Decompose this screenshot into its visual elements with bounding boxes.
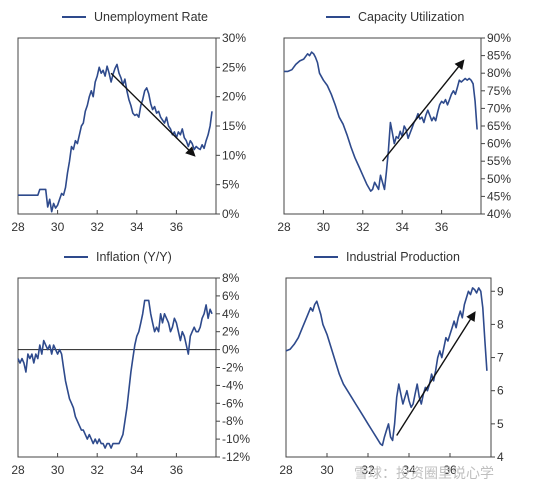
y-tick-label: 65% (487, 119, 511, 133)
series-line (285, 287, 488, 447)
x-tick-label: 28 (277, 220, 291, 234)
y-tick-label: -10% (222, 432, 250, 446)
plot-frame (17, 277, 217, 458)
trend-arrow (396, 311, 476, 436)
y-tick-label: 7 (497, 351, 504, 365)
x-tick-label: 30 (317, 220, 331, 234)
series-line (18, 63, 213, 213)
x-tick-label: 32 (91, 463, 105, 477)
legend-label: Unemployment Rate (94, 10, 208, 24)
x-tick-label: 34 (130, 463, 144, 477)
y-tick-label: 4% (222, 307, 240, 321)
y-tick-label: 8% (222, 271, 240, 285)
y-tick-label: 15% (222, 119, 246, 133)
plot-frame (285, 277, 492, 458)
chart-2: 28 30 32 34 36 40% 45% 50% 55% 60% 65% 70% 75% 80% 85%… (277, 10, 511, 234)
y-tick-label: 2% (222, 325, 240, 339)
x-tick-label: 36 (435, 220, 449, 234)
y-tick-label: 50% (487, 172, 511, 186)
y-tick-label: -6% (222, 396, 244, 410)
y-tick-label: 60% (487, 137, 511, 151)
y-tick-label: 55% (487, 154, 511, 168)
y-tick-label: 45% (487, 189, 511, 203)
x-tick-label: 36 (170, 463, 184, 477)
y-tick-label: 8 (497, 317, 504, 331)
x-tick-label: 32 (91, 220, 105, 234)
y-tick-label: 10% (222, 148, 246, 162)
x-tick-label: 30 (320, 463, 334, 477)
chart-1: 28 30 32 34 36 0% 5% 10% 15% 20% 25% 30% Unemploymen… (11, 10, 246, 234)
y-tick-label: -2% (222, 361, 244, 375)
trend-arrow (110, 72, 196, 157)
legend-label: Capacity Utilization (358, 10, 464, 24)
x-tick-label: 28 (11, 463, 25, 477)
x-tick-label: 34 (402, 463, 416, 477)
x-tick-label: 32 (361, 463, 375, 477)
chart-4: 28 30 32 34 36 4 5 6 7 8 9 Industrial Production (279, 250, 504, 477)
y-tick-label: 70% (487, 101, 511, 115)
y-tick-label: 0% (222, 207, 240, 221)
x-tick-label: 30 (51, 463, 65, 477)
y-tick-label: -12% (222, 450, 250, 464)
x-tick-label: 28 (279, 463, 293, 477)
series-line (17, 299, 213, 449)
y-tick-label: 80% (487, 66, 511, 80)
chart-3: 28 30 32 34 36 -12% -10% -8% -6% -4% -2% 0% 2% 4% 6% 8%… (11, 250, 250, 477)
x-tick-label: 32 (356, 220, 370, 234)
y-tick-label: 25% (222, 60, 246, 74)
y-tick-label: 75% (487, 84, 511, 98)
y-tick-label: 85% (487, 49, 511, 63)
y-tick-label: 40% (487, 207, 511, 221)
x-tick-label: 36 (443, 463, 457, 477)
x-tick-label: 36 (170, 220, 184, 234)
x-tick-label: 34 (130, 220, 144, 234)
legend-label: Inflation (Y/Y) (96, 250, 172, 264)
y-tick-label: -8% (222, 414, 244, 428)
watermark: 雪球：投资圈里说心学 (354, 466, 494, 482)
y-tick-label: 9 (497, 284, 504, 298)
y-tick-label: 4 (497, 450, 504, 464)
y-tick-label: 30% (222, 31, 246, 45)
y-tick-label: 5% (222, 178, 240, 192)
plot-frame (283, 37, 482, 215)
y-tick-label: 0% (222, 343, 240, 357)
y-tick-label: 6 (497, 384, 504, 398)
x-tick-label: 28 (11, 220, 25, 234)
y-tick-label: 6% (222, 289, 240, 303)
series-line (284, 51, 478, 192)
x-tick-label: 34 (396, 220, 410, 234)
y-tick-label: -4% (222, 378, 244, 392)
legend-label: Industrial Production (346, 250, 460, 264)
trend-arrow (381, 59, 465, 162)
y-tick-label: 90% (487, 31, 511, 45)
y-tick-label: 20% (222, 90, 246, 104)
x-tick-label: 30 (51, 220, 65, 234)
y-tick-label: 5 (497, 417, 504, 431)
